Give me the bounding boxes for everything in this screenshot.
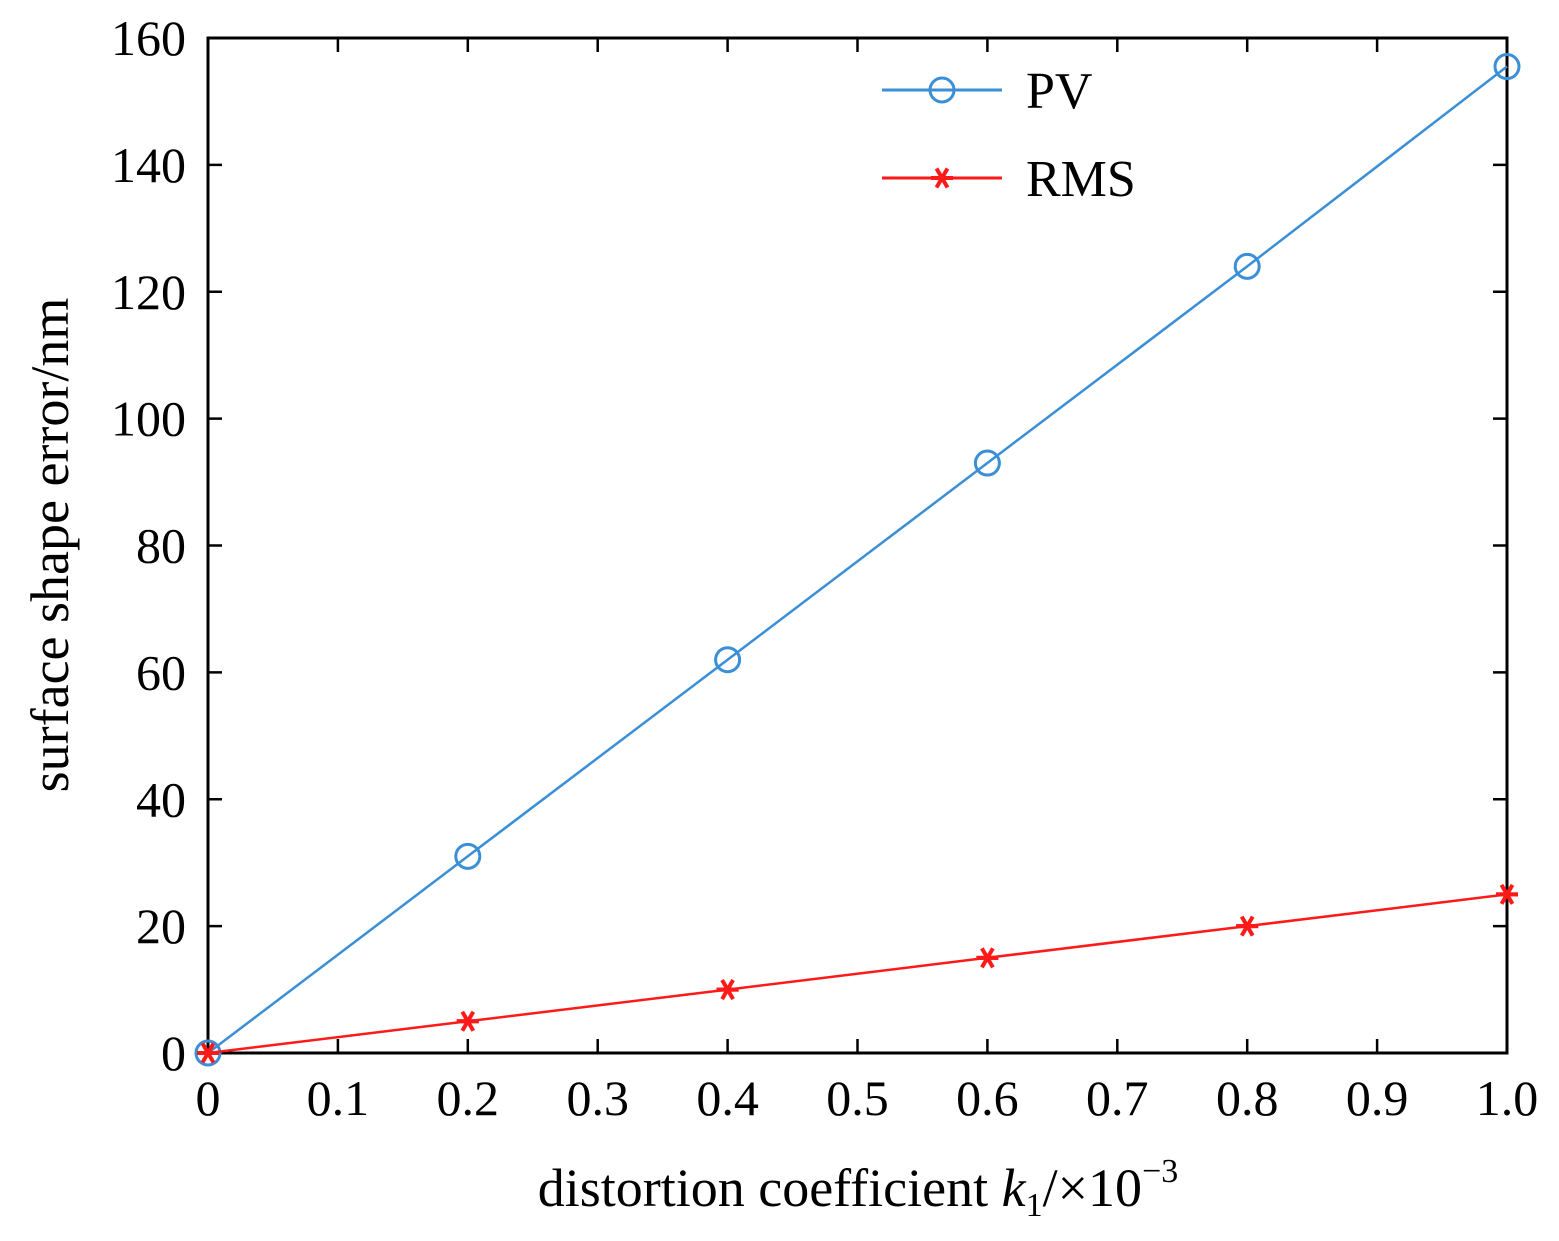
data-point-pv bbox=[454, 842, 482, 870]
x-axis-title-sub: 1 bbox=[1026, 1187, 1043, 1224]
y-tick-label: 0 bbox=[161, 1025, 186, 1081]
x-tick-label: 0.3 bbox=[566, 1070, 629, 1126]
data-point-pv bbox=[1493, 53, 1521, 81]
y-axis-title: surface shape error/nm bbox=[20, 298, 80, 793]
x-axis-title-var: k bbox=[1002, 1158, 1027, 1218]
data-point-rms bbox=[716, 979, 739, 1001]
x-tick-label: 1.0 bbox=[1476, 1070, 1539, 1126]
plot-frame bbox=[206, 36, 1509, 1055]
ticks: 0 0.1 0.2 0.3 0.4 0.5 0.6 0.7 0.8 0.9 1.0 0 20 40 60 80… bbox=[111, 10, 1538, 1126]
x-tick-label: 0.2 bbox=[437, 1070, 500, 1126]
series-layer bbox=[194, 53, 1521, 1067]
legend-label-rms: RMS bbox=[1026, 151, 1136, 208]
data-point-pv bbox=[194, 1039, 222, 1067]
data-point-rms bbox=[1236, 915, 1259, 937]
data-point-pv bbox=[714, 646, 742, 674]
y-tick-label: 40 bbox=[136, 771, 186, 827]
legend-label-pv: PV bbox=[1026, 63, 1092, 120]
data-point-rms bbox=[456, 1010, 479, 1032]
x-axis-title: distortion coefficient k1/×10−3 bbox=[538, 1153, 1179, 1224]
x-tick-label: 0.4 bbox=[696, 1070, 759, 1126]
x-tick-label: 0.7 bbox=[1086, 1070, 1149, 1126]
x-tick-label: 0.5 bbox=[826, 1070, 889, 1126]
y-tick-label: 20 bbox=[136, 898, 186, 954]
data-point-rms bbox=[1496, 883, 1518, 905]
legend-marker-pv bbox=[928, 76, 956, 104]
legend: PV RMS bbox=[882, 63, 1136, 208]
x-tick-label: 0.8 bbox=[1216, 1070, 1279, 1126]
y-tick-label: 140 bbox=[111, 137, 186, 193]
legend-marker-rms bbox=[931, 167, 953, 189]
x-tick-label: 0 bbox=[196, 1070, 221, 1126]
x-axis-title-suffix: /×10 bbox=[1043, 1158, 1142, 1218]
x-tick-label: 0.1 bbox=[307, 1070, 370, 1126]
series-line-rms bbox=[207, 893, 1508, 1055]
y-tick-label: 120 bbox=[111, 264, 186, 320]
series-line-pv bbox=[207, 65, 1508, 1054]
x-tick-label: 0.6 bbox=[956, 1070, 1019, 1126]
data-point-pv bbox=[1233, 252, 1261, 280]
data-point-pv bbox=[973, 449, 1001, 477]
x-axis-title-sup: −3 bbox=[1142, 1153, 1178, 1190]
data-point-rms bbox=[976, 947, 999, 969]
y-tick-label: 100 bbox=[111, 391, 186, 447]
x-axis-title-prefix: distortion coefficient bbox=[538, 1158, 1002, 1218]
x-tick-label: 0.9 bbox=[1346, 1070, 1409, 1126]
y-tick-label: 60 bbox=[136, 644, 186, 700]
data-point-rms bbox=[197, 1042, 219, 1064]
y-tick-label: 80 bbox=[136, 518, 186, 574]
y-tick-label: 160 bbox=[111, 10, 186, 66]
